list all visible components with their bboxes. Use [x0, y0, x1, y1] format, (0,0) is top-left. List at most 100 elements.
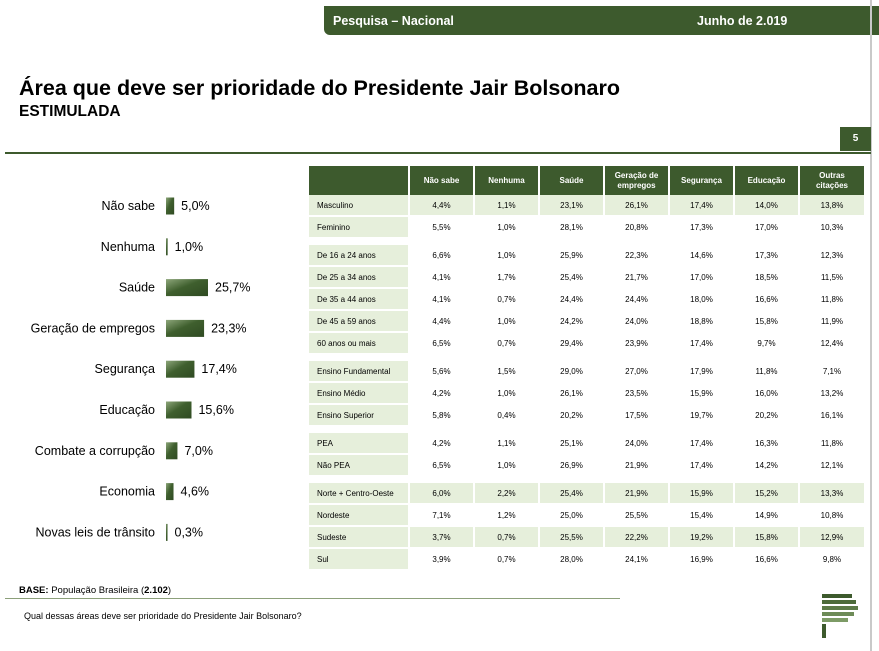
base-label: BASE:	[19, 585, 49, 596]
table-cell: 1,1%	[474, 433, 540, 455]
value-label: 25,7%	[215, 281, 250, 295]
table-cell: 5,8%	[409, 404, 475, 427]
table-cell: 5,5%	[409, 216, 475, 239]
table-cell: 0,7%	[474, 332, 540, 355]
row-label: Sudeste	[309, 526, 410, 549]
table-cell: 17,4%	[669, 332, 735, 355]
value-label: 5,0%	[181, 199, 210, 213]
table-cell: 23,9%	[604, 332, 670, 355]
table-cell: 4,1%	[409, 266, 475, 289]
page-number-badge: 5	[840, 127, 871, 151]
table-cell: 10,3%	[799, 216, 866, 239]
table-cell: 15,8%	[734, 526, 800, 549]
table-cell: 6,5%	[409, 332, 475, 355]
row-label: 60 anos ou mais	[309, 332, 410, 355]
table-cell: 18,5%	[734, 266, 800, 289]
column-header: Geração de empregos	[604, 166, 670, 195]
table-cell: 6,5%	[409, 454, 475, 477]
bar	[166, 442, 178, 460]
row-label: Masculino	[309, 195, 410, 217]
table-row: Ensino Médio 4,2% 1,0% 26,1% 23,5% 15,9% 16,0%…	[309, 382, 866, 405]
table-cell: 26,1%	[604, 195, 670, 217]
base-close: )	[167, 585, 172, 596]
table-cell: 21,9%	[604, 454, 670, 477]
row-label: Ensino Fundamental	[309, 361, 410, 383]
table-row: Norte + Centro-Oeste 6,0% 2,2% 25,4% 21,9% 15…	[309, 483, 866, 505]
table-cell: 19,7%	[669, 404, 735, 427]
table-cell: 13,8%	[799, 195, 866, 217]
table-cell: 4,1%	[409, 288, 475, 311]
group-spacer	[309, 238, 865, 245]
category-label: Combate a corrupção	[35, 444, 155, 458]
table-cell: 20,2%	[539, 404, 605, 427]
table-row: De 16 a 24 anos 6,6% 1,0% 25,9% 22,3% 14,6% 17…	[309, 245, 866, 267]
table-cell: 4,4%	[409, 310, 475, 333]
table-cell: 25,5%	[539, 526, 605, 549]
table-cell: 28,1%	[539, 216, 605, 239]
survey-label: Pesquisa – Nacional	[333, 14, 454, 28]
table-cell: 24,0%	[604, 310, 670, 333]
table-cell: 22,3%	[604, 245, 670, 267]
table-cell: 14,6%	[669, 245, 735, 267]
table-cell: 17,4%	[669, 454, 735, 477]
value-label: 1,0%	[175, 240, 204, 254]
table-body: Masculino 4,4% 1,1% 23,1% 26,1% 17,4% 14,0% 13,…	[309, 195, 866, 571]
column-header: Outras citações	[799, 166, 866, 195]
table-cell: 27,0%	[604, 361, 670, 383]
table-cell: 20,8%	[604, 216, 670, 239]
table-cell: 20,2%	[734, 404, 800, 427]
value-label: 23,3%	[211, 321, 246, 335]
table-cell: 23,5%	[604, 382, 670, 405]
row-label: Feminino	[309, 216, 410, 239]
table-cell: 0,7%	[474, 526, 540, 549]
table-cell: 4,2%	[409, 382, 475, 405]
table-row: PEA 4,2% 1,1% 25,1% 24,0% 17,4% 16,3% 11,8%	[309, 433, 866, 455]
table-cell: 21,9%	[604, 483, 670, 505]
table-cell: 12,1%	[799, 454, 866, 477]
table-row: Não PEA 6,5% 1,0% 26,9% 21,9% 17,4% 14,2% 12,1%	[309, 454, 866, 477]
column-header: Não sabe	[409, 166, 475, 195]
table-cell: 0,7%	[474, 548, 540, 571]
table-cell: 17,0%	[734, 216, 800, 239]
base-note: BASE: População Brasileira (2.102)	[19, 585, 171, 596]
bar	[166, 197, 175, 215]
table-cell: 25,4%	[539, 266, 605, 289]
column-header: Saúde	[539, 166, 605, 195]
table-cell: 17,0%	[669, 266, 735, 289]
table-cell: 12,3%	[799, 245, 866, 267]
row-label: Ensino Médio	[309, 382, 410, 405]
table-cell: 19,2%	[669, 526, 735, 549]
row-label: De 35 a 44 anos	[309, 288, 410, 311]
table-cell: 1,7%	[474, 266, 540, 289]
row-label: PEA	[309, 433, 410, 455]
row-label: Ensino Superior	[309, 404, 410, 427]
header-divider	[5, 152, 871, 154]
table-cell: 10,8%	[799, 504, 866, 527]
table-cell: 0,4%	[474, 404, 540, 427]
value-label: 15,6%	[198, 403, 233, 417]
table-cell: 25,0%	[539, 504, 605, 527]
category-label: Nenhuma	[101, 240, 155, 254]
column-header: Nenhuma	[474, 166, 540, 195]
table-cell: 29,4%	[539, 332, 605, 355]
footer-divider	[5, 598, 620, 599]
bar	[166, 319, 205, 337]
brand-logo	[822, 594, 858, 638]
table-cell: 9,8%	[799, 548, 866, 571]
table-cell: 15,8%	[734, 310, 800, 333]
crosstab-table: Não sabe Nenhuma Saúde Geração de empregos S…	[309, 166, 866, 571]
table-cell: 7,1%	[409, 504, 475, 527]
group-spacer	[309, 426, 865, 433]
table-cell: 16,1%	[799, 404, 866, 427]
category-label: Saúde	[119, 281, 155, 295]
bar	[166, 483, 174, 501]
table-cell: 14,0%	[734, 195, 800, 217]
group-spacer	[309, 354, 865, 361]
table-cell: 15,9%	[669, 483, 735, 505]
row-label: Norte + Centro-Oeste	[309, 483, 410, 505]
value-label: 7,0%	[184, 444, 213, 458]
row-label: De 16 a 24 anos	[309, 245, 410, 267]
table-cell: 1,0%	[474, 245, 540, 267]
table-cell: 13,2%	[799, 382, 866, 405]
table-cell: 17,3%	[734, 245, 800, 267]
